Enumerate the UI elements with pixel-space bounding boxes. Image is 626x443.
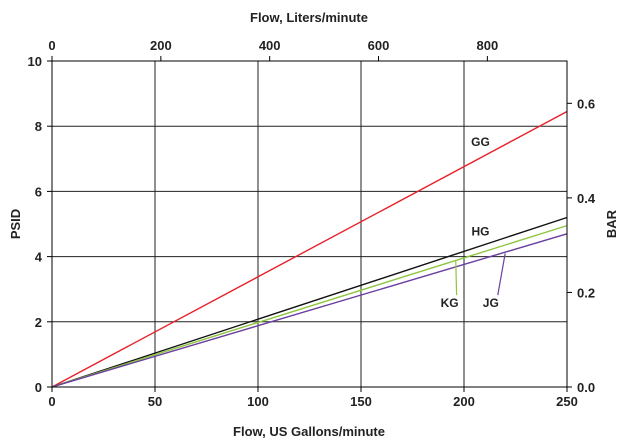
series-label-jg: JG bbox=[483, 296, 499, 310]
series-label-hg: HG bbox=[471, 224, 489, 238]
y-tick-label: 2 bbox=[35, 315, 42, 330]
x-axis-title: Flow, US Gallons/minute bbox=[233, 424, 385, 439]
y2-tick-label: 0.2 bbox=[577, 285, 595, 300]
y2-tick-label: 0.0 bbox=[577, 380, 595, 395]
y-tick-label: 0 bbox=[35, 380, 42, 395]
y-tick-label: 8 bbox=[35, 119, 42, 134]
x-tick-label: 100 bbox=[247, 394, 269, 409]
x-tick-label: 50 bbox=[148, 394, 162, 409]
series-annotations: GG HG KG JG bbox=[441, 135, 506, 310]
y2-tick-label: 0.6 bbox=[577, 96, 595, 111]
x-tick-label: 200 bbox=[453, 394, 475, 409]
series-lines bbox=[51, 110, 568, 388]
grid bbox=[51, 60, 568, 388]
plot-frame bbox=[51, 60, 568, 388]
y-tick-label: 4 bbox=[35, 250, 43, 265]
x2-tick-label: 600 bbox=[368, 38, 390, 53]
y-tick-label: 6 bbox=[35, 184, 42, 199]
x-tick-label: 0 bbox=[48, 394, 55, 409]
series-line-jg bbox=[51, 233, 568, 388]
series-line-hg bbox=[51, 216, 568, 388]
leader-line-kg bbox=[455, 259, 458, 296]
right-axis-title: BAR bbox=[604, 209, 619, 238]
x-tick-label: 250 bbox=[556, 394, 578, 409]
y2-tick-label: 0.4 bbox=[577, 191, 596, 206]
series-line-kg bbox=[51, 224, 568, 388]
x2-tick-label: 200 bbox=[150, 38, 172, 53]
x2-tick-label: 400 bbox=[259, 38, 281, 53]
series-line-gg bbox=[51, 110, 568, 388]
y-axis-title: PSID bbox=[8, 209, 23, 239]
top-axis-title: Flow, Liters/minute bbox=[250, 10, 368, 25]
leader-line-jg bbox=[497, 253, 506, 296]
tick-marks bbox=[47, 56, 572, 392]
x-tick-label: 150 bbox=[350, 394, 372, 409]
series-label-gg: GG bbox=[471, 135, 490, 149]
x2-tick-label: 800 bbox=[477, 38, 499, 53]
y-tick-label: 10 bbox=[28, 54, 42, 69]
x2-tick-label: 0 bbox=[48, 38, 55, 53]
series-label-kg: KG bbox=[441, 296, 459, 310]
